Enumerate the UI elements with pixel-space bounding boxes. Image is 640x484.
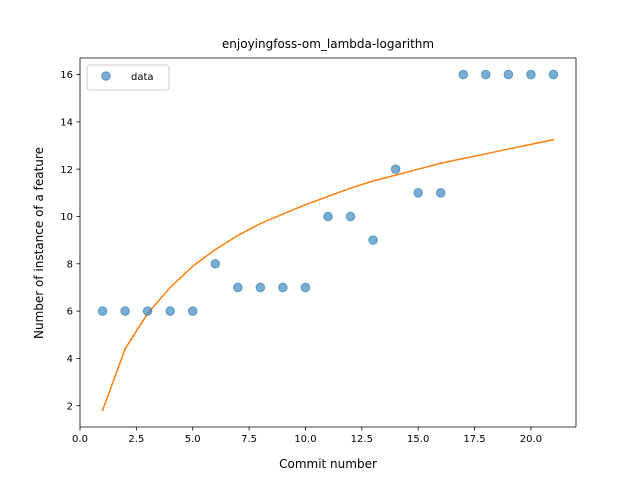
data-point-14 xyxy=(390,164,401,174)
x-tick-label-0: 0.0 xyxy=(72,434,88,445)
data-point-1 xyxy=(97,306,108,316)
y-tick-label-5: 12 xyxy=(60,165,73,176)
y-tick-label-4: 10 xyxy=(60,212,73,223)
x-axis-label: Commit number xyxy=(279,457,377,471)
y-tick-label-2: 6 xyxy=(67,307,73,318)
y-tick-label-3: 8 xyxy=(67,259,73,270)
data-point-13 xyxy=(368,235,378,245)
y-tick-label-6: 14 xyxy=(60,117,73,128)
data-point-6 xyxy=(210,258,221,269)
data-point-21 xyxy=(548,69,559,80)
data-point-3 xyxy=(142,306,153,316)
x-tick-label-5: 12.5 xyxy=(351,434,373,445)
data-point-7 xyxy=(233,282,243,293)
x-tick-label-3: 7.5 xyxy=(241,434,257,445)
chart-title: enjoyingfoss-om_lambda-logarithm xyxy=(222,37,434,51)
x-tick-label-6: 15.0 xyxy=(407,434,429,445)
data-point-8 xyxy=(255,282,266,293)
x-tick-label-1: 2.5 xyxy=(128,434,144,445)
x-tick-label-4: 10.0 xyxy=(294,434,316,445)
x-tick-label-2: 5.0 xyxy=(185,434,201,445)
data-point-2 xyxy=(120,306,130,316)
legend-box xyxy=(86,64,170,91)
data-point-9 xyxy=(278,282,288,293)
data-point-12 xyxy=(345,211,356,222)
y-axis-label: Number of instance of a feature xyxy=(32,147,46,339)
data-point-15 xyxy=(413,188,423,198)
plot-layer: 0.0 2.5 5.0 7.5 10.0 12.5 15.0 17.5 20.0 2 4 6 8 10 12… xyxy=(60,57,577,445)
data-point-17 xyxy=(458,69,469,80)
data-point-19 xyxy=(503,69,514,80)
y-tick-label-1: 4 xyxy=(67,354,73,365)
data-point-18 xyxy=(481,69,491,80)
y-tick-label-7: 16 xyxy=(60,70,73,81)
data-point-16 xyxy=(435,188,446,198)
fit-line-series xyxy=(101,138,555,412)
x-tick-label-8: 20.0 xyxy=(520,434,542,445)
legend-marker-data xyxy=(101,71,111,81)
data-point-10 xyxy=(300,282,311,293)
data-point-11 xyxy=(323,211,333,222)
data-point-4 xyxy=(165,306,175,316)
legend-label-data: data xyxy=(131,72,154,83)
data-point-5 xyxy=(187,306,198,316)
x-tick-label-7: 17.5 xyxy=(463,434,485,445)
y-tick-label-0: 2 xyxy=(67,401,73,412)
data-point-20 xyxy=(526,69,536,80)
